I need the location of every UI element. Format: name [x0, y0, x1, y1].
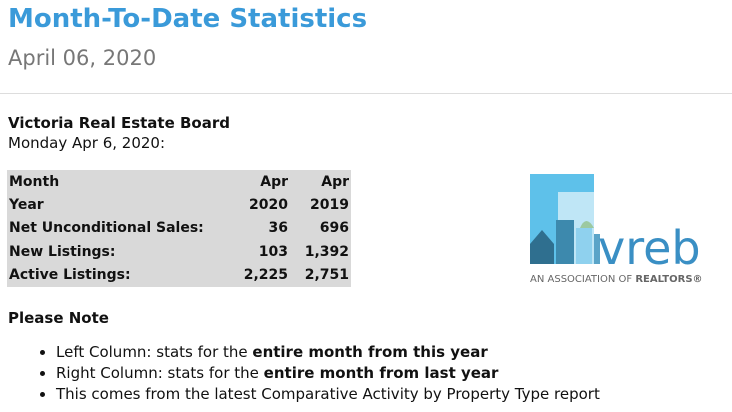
- cell-value: 36: [268, 220, 288, 237]
- vreb-logo: vreb AN ASSOCIATION OF REALTORS®: [530, 174, 703, 285]
- page-title: Month-To-Date Statistics: [8, 4, 368, 34]
- table-row: Year 2020 2019: [7, 193, 351, 216]
- table-row: Net Unconditional Sales: 36 696: [7, 217, 351, 240]
- cell-value: 2019: [310, 197, 349, 214]
- logo-tagline-text: AN ASSOCIATION OF: [530, 274, 632, 285]
- note-item: Right Column: stats for the entire month…: [56, 363, 600, 384]
- logo-dome: [580, 221, 594, 228]
- note-text: Left Column: stats for the: [56, 343, 253, 361]
- cell-value: 2020: [249, 197, 288, 214]
- cell-value: Apr: [321, 173, 349, 190]
- logo-house: [530, 230, 554, 264]
- logo-bar: [594, 234, 600, 264]
- table-row: New Listings: 103 1,392: [7, 240, 351, 263]
- note-text: This comes from the latest Comparative A…: [56, 385, 600, 403]
- note-item: This comes from the latest Comparative A…: [56, 384, 600, 405]
- report-day: Monday Apr 6, 2020:: [8, 134, 166, 152]
- cell-value: 1,392: [304, 243, 349, 260]
- divider: [0, 93, 732, 94]
- cell-value: 2,751: [304, 267, 349, 284]
- notes-heading: Please Note: [8, 309, 109, 327]
- stats-table: Month Apr Apr Year 2020 2019 Net Unconditional…: [7, 170, 351, 287]
- logo-tagline-bold: REALTORS®: [635, 274, 702, 285]
- note-emphasis: entire month from this year: [252, 343, 488, 361]
- notes-list: Left Column: stats for the entire month …: [38, 342, 600, 405]
- logo-word: vreb: [598, 221, 701, 275]
- note-text: Right Column: stats for the: [56, 364, 264, 382]
- page-date: April 06, 2020: [8, 46, 157, 70]
- table-row: Month Apr Apr: [7, 170, 351, 193]
- row-label: New Listings:: [9, 243, 116, 260]
- row-label: Month: [9, 173, 60, 190]
- board-name: Victoria Real Estate Board: [8, 114, 230, 132]
- row-label: Net Unconditional Sales:: [9, 220, 204, 237]
- row-label: Year: [9, 197, 44, 214]
- note-item: Left Column: stats for the entire month …: [56, 342, 600, 363]
- cell-value: 696: [319, 220, 349, 237]
- logo-tower: [576, 228, 592, 264]
- cell-value: 2,225: [243, 267, 288, 284]
- row-label: Active Listings:: [9, 267, 131, 284]
- cell-value: 103: [258, 243, 288, 260]
- cell-value: Apr: [260, 173, 288, 190]
- logo-tower: [556, 220, 574, 264]
- logo-tagline: AN ASSOCIATION OF REALTORS®: [530, 274, 703, 285]
- table-row: Active Listings: 2,225 2,751: [7, 264, 351, 287]
- note-emphasis: entire month from last year: [263, 364, 499, 382]
